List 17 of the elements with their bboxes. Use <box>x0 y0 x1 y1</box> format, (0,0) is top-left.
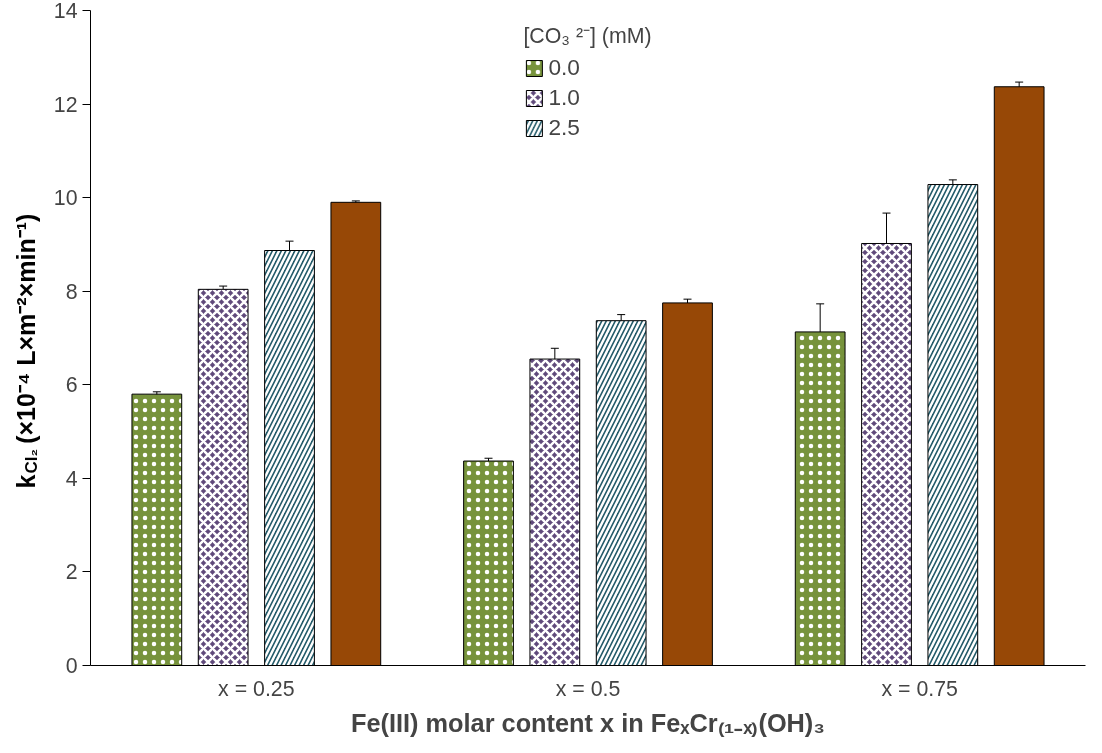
y-axis-title: kCl₂ (×10⁻⁴ L×m⁻²×min⁻¹) <box>11 213 41 489</box>
x-tick-label: x = 0.75 <box>881 676 958 701</box>
y-tick-label: 6 <box>65 373 78 398</box>
legend-label: 1.0 <box>548 84 580 111</box>
legend-label: 0.0 <box>548 54 580 81</box>
y-tick-label: 10 <box>53 186 78 211</box>
y-tick-label: 8 <box>65 279 78 304</box>
y-tick-label: 2 <box>65 560 78 585</box>
legend-title: [CO₃ ²⁻] (mM) <box>523 23 652 49</box>
y-tick-label: 12 <box>53 92 78 117</box>
y-tick-label: 14 <box>53 0 78 23</box>
x-axis-title: Fe(III) molar content x in FeₓCr₍₁₋ₓ₎(OH)₃ <box>350 708 826 738</box>
x-tick-label: x = 0.25 <box>218 676 295 701</box>
y-tick-label: 4 <box>65 466 78 491</box>
y-tick-label: 0 <box>65 654 78 678</box>
legend-label: 2.5 <box>548 114 580 141</box>
x-tick-label: x = 0.5 <box>555 676 621 701</box>
